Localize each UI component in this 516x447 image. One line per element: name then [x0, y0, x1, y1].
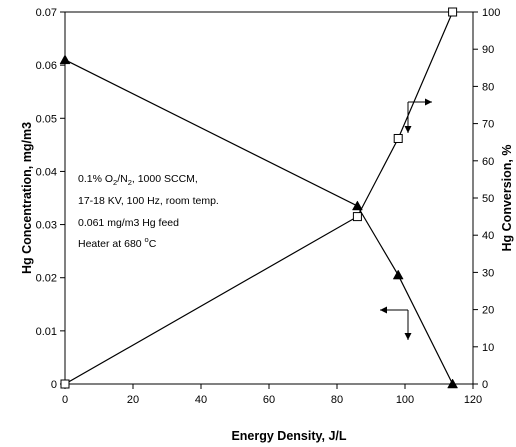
x-axis-title: Energy Density, J/L	[231, 429, 346, 443]
y-axis-left: 0 0.01 0.02 0.03 0.04 0.05 0.06 0.07	[36, 7, 65, 391]
left-pointing-arrow-head	[380, 306, 387, 314]
y-axis-left-title: Hg Concentration, mg/m3	[20, 122, 34, 274]
annotation-line-1: 0.1% O2/N2, 1000 SCCM,	[78, 173, 198, 187]
hg-conversion-point	[393, 133, 403, 143]
hg-conversion-point	[448, 7, 458, 17]
x-tick-label: 120	[464, 394, 482, 406]
x-tick-label: 0	[62, 394, 68, 406]
hg-concentration-point	[351, 200, 363, 211]
hg-concentration-point	[392, 269, 404, 280]
y-left-tick-label: 0.04	[36, 166, 57, 178]
hg-conversion-point	[352, 212, 362, 222]
y-right-tick-label: 10	[482, 342, 494, 354]
y-left-tick-label: 0.03	[36, 220, 57, 232]
y-right-tick-label: 20	[482, 305, 494, 317]
y-right-tick-label: 50	[482, 193, 494, 205]
annotation-line-3: 0.061 mg/m3 Hg feed	[78, 217, 179, 229]
x-axis: 0 20 40 60 80 100 120	[62, 384, 482, 406]
series-layer	[59, 7, 459, 389]
down-pointing-arrow-head	[404, 126, 412, 133]
y-right-tick-label: 30	[482, 267, 494, 279]
annotation-line-2: 17-18 KV, 100 Hz, room temp.	[78, 195, 219, 207]
y-right-tick-label: 100	[482, 7, 500, 19]
y-axis-right-title: Hg Conversion, %	[500, 145, 514, 252]
hg-conversion-line	[64, 11, 454, 385]
y-left-tick-label: 0.07	[36, 7, 57, 19]
down-pointing-arrow-head	[404, 333, 412, 340]
hg-concentration-line	[64, 59, 454, 385]
x-tick-label: 80	[331, 394, 343, 406]
y-right-tick-label: 70	[482, 119, 494, 131]
y-left-tick-label: 0.01	[36, 326, 57, 338]
y-right-tick-label: 60	[482, 156, 494, 168]
axis-indicator-arrows	[380, 98, 432, 340]
y-axis-right: 0 10 20 30 40 50 60 70 80 90 100	[473, 7, 500, 391]
x-tick-label: 60	[263, 394, 275, 406]
y-left-tick-label: 0.06	[36, 60, 57, 72]
annotation-block: 0.1% O2/N2, 1000 SCCM, 17-18 KV, 100 Hz,…	[78, 173, 219, 250]
y-right-tick-label: 80	[482, 81, 494, 93]
y-left-tick-label: 0	[51, 379, 57, 391]
x-tick-label: 40	[195, 394, 207, 406]
y-right-tick-label: 0	[482, 379, 488, 391]
x-tick-label: 100	[396, 394, 414, 406]
hg-conversion-point	[60, 379, 70, 389]
x-tick-label: 20	[127, 394, 139, 406]
y-left-tick-label: 0.02	[36, 273, 57, 285]
y-right-tick-label: 40	[482, 230, 494, 242]
y-left-tick-label: 0.05	[36, 113, 57, 125]
hg-concentration-point	[59, 54, 71, 65]
annotation-line-4: Heater at 680 oC	[78, 235, 157, 250]
hg-concentration-point	[447, 378, 459, 389]
y-right-tick-label: 90	[482, 44, 494, 56]
right-pointing-arrow-head	[425, 98, 432, 106]
